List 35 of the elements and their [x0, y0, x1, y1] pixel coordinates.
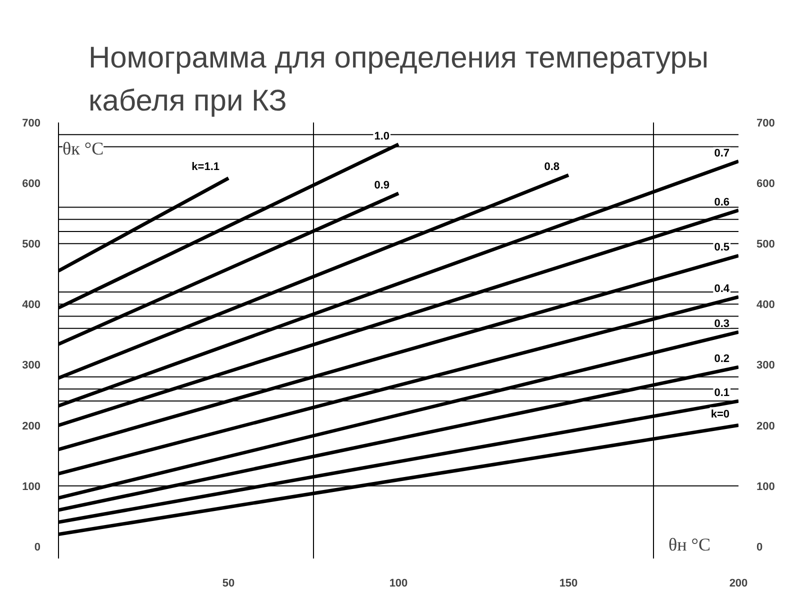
y2-tick-label: 400: [756, 299, 775, 312]
series-label: 1.0: [374, 130, 390, 142]
series-label: 0.6: [714, 196, 730, 208]
series-label: 0.5: [714, 242, 730, 254]
series-label: 0.1: [714, 387, 730, 400]
x-tick-label: 200: [729, 578, 748, 590]
y-tick-label: 0: [34, 541, 41, 554]
y2-tick-label: 700: [756, 118, 775, 130]
series-label: 0.9: [374, 179, 390, 192]
series-label: 0.2: [714, 353, 730, 366]
chart-title: Номограмма для определения температуры кабеля при КЗ: [88, 42, 709, 118]
y2-tick-label: 600: [756, 178, 775, 190]
y2-tick-label: 300: [756, 360, 775, 372]
y2-tick-label: 100: [756, 480, 775, 493]
series-label: k=0: [710, 408, 730, 420]
x-tick-label: 100: [389, 578, 408, 590]
series-label: k=1.1: [192, 161, 220, 174]
series-label: 0.3: [714, 318, 730, 330]
y2-tick-label: 500: [756, 238, 775, 251]
y2-tick-label: 200: [756, 420, 775, 432]
y-axis-title: θк °С: [62, 138, 104, 158]
x-tick-label: 50: [222, 578, 235, 590]
series-label: 0.7: [714, 147, 730, 160]
series-label: 0.8: [544, 161, 560, 174]
y-tick-label: 300: [22, 360, 41, 372]
y-tick-label: 200: [22, 420, 41, 432]
y-tick-label: 100: [22, 480, 41, 493]
y-tick-label: 700: [22, 118, 41, 130]
y2-tick-label: 0: [756, 541, 763, 554]
y-tick-label: 400: [22, 299, 41, 312]
x-tick-label: 150: [559, 578, 578, 590]
y-tick-label: 500: [22, 238, 41, 251]
series-label: 0.4: [714, 282, 730, 295]
y-tick-label: 600: [22, 178, 41, 190]
x-axis-title: θн °С: [668, 534, 710, 554]
